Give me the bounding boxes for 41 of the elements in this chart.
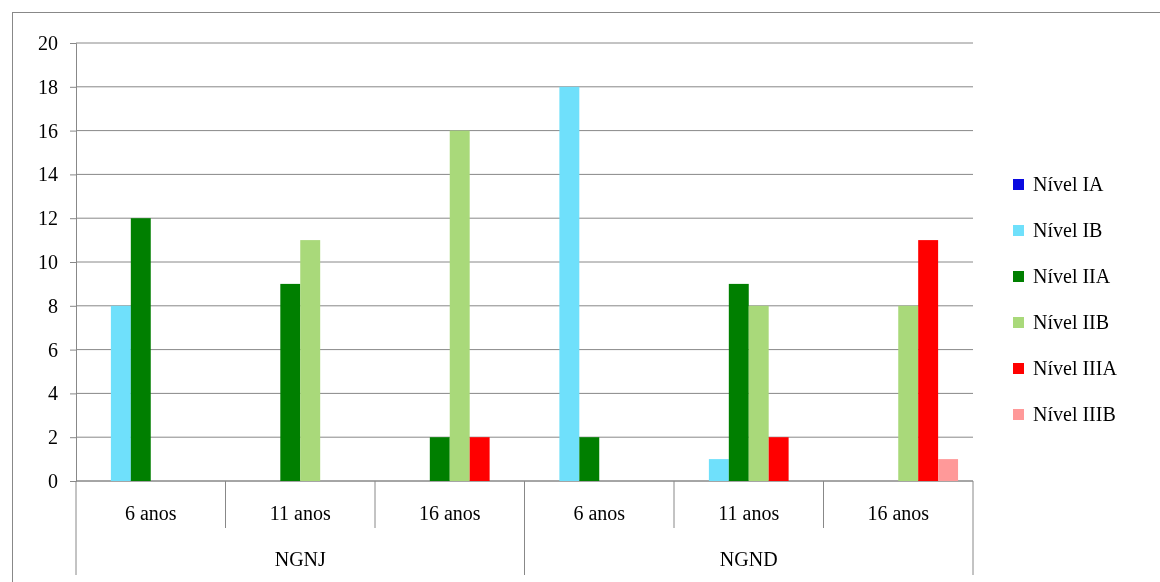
bar: [449, 130, 470, 481]
text: NGNJ: [274, 548, 327, 570]
legend-label: Nível IB: [1033, 219, 1103, 241]
y-tick-label: 10: [38, 250, 58, 273]
x-tick-label: 11 anos: [269, 502, 331, 524]
x-tick-label: 16 anos: [418, 502, 481, 524]
bar: [280, 283, 301, 481]
x-tick-label: 11 anos: [718, 502, 780, 524]
bar: [898, 305, 919, 481]
y-tick-label: 4: [48, 382, 58, 405]
y-tick-label: 16: [38, 119, 58, 142]
bar: [728, 283, 749, 481]
legend-label: Nível IIIB: [1033, 403, 1116, 425]
bar: [130, 218, 151, 481]
y-tick-label: 12: [38, 207, 58, 230]
legend-label: Nível IIIA: [1033, 357, 1118, 379]
bar: [469, 437, 490, 481]
bar: [300, 240, 321, 481]
bar: [110, 305, 131, 481]
bar: [429, 437, 450, 481]
bar: [708, 459, 729, 481]
bar: [768, 437, 789, 481]
legend-label: Nível IIB: [1033, 311, 1110, 333]
y-tick-label: 18: [38, 75, 58, 98]
x-tick-label: 6 anos: [124, 502, 177, 524]
bar: [938, 459, 959, 481]
legend-label: Nível IA: [1033, 173, 1105, 195]
y-tick-label: 20: [38, 31, 58, 54]
x-tick-label: 16 anos: [867, 502, 930, 524]
x-tick-label: 6 anos: [573, 502, 626, 524]
bar: [559, 86, 580, 481]
text: NGND: [719, 548, 778, 570]
legend-label: Nível IIA: [1033, 265, 1111, 287]
bar: [918, 240, 939, 481]
y-tick-label: 2: [48, 426, 58, 449]
y-tick-label: 8: [48, 294, 58, 317]
bar: [579, 437, 600, 481]
y-tick-label: 0: [48, 469, 58, 492]
y-tick-label: 6: [48, 338, 58, 361]
y-tick-label: 14: [38, 163, 58, 186]
bar: [748, 305, 769, 481]
